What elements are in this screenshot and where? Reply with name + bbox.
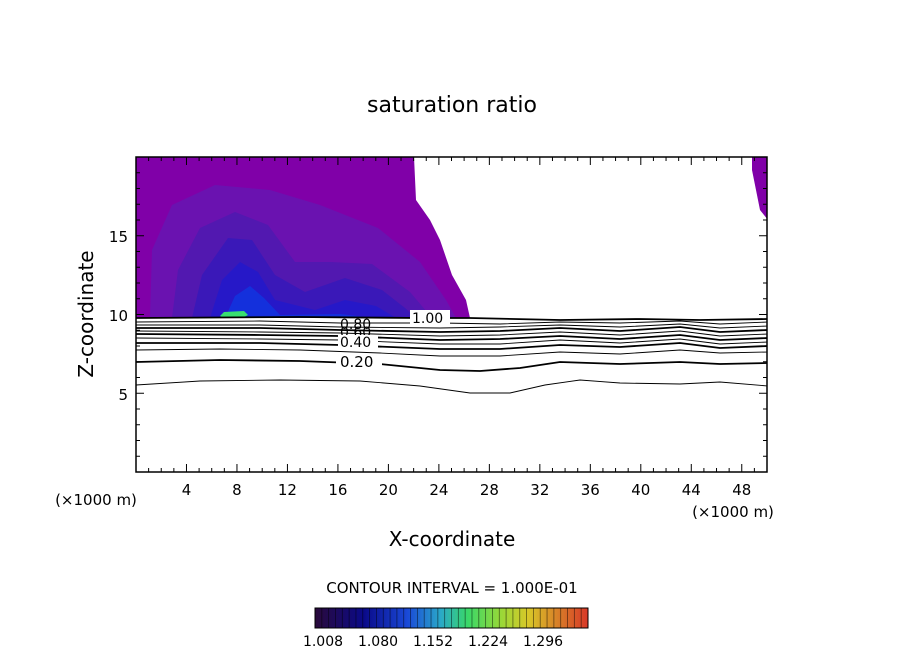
chart-title: saturation ratio — [367, 93, 537, 118]
x-tick-label: 24 — [429, 481, 448, 499]
contour-label-bg — [338, 335, 378, 348]
x-tick-label: 20 — [379, 481, 398, 499]
x-tick-label: 28 — [480, 481, 499, 499]
contour-label: 1.00 — [412, 311, 443, 327]
y-tick-label: 10 — [109, 307, 128, 325]
colorbar-tick-label: 1.080 — [358, 634, 398, 650]
x-tick-label: 4 — [182, 481, 192, 499]
contour-line-0-90 — [136, 323, 767, 329]
contour-labels: 1.00 0.80 0.60 0.40 0.20 — [336, 310, 450, 371]
contour-line-0-50 — [136, 337, 767, 345]
contour-label-bg — [336, 354, 382, 369]
colorbar-tick-label: 1.152 — [413, 634, 453, 650]
contour-lines — [136, 316, 767, 394]
contour-label: 0.80 — [340, 317, 371, 333]
colorbar-tick-label: 1.224 — [468, 634, 508, 650]
colorbar-ticks — [321, 608, 582, 628]
contour-line-0-30 — [136, 348, 767, 357]
supersaturation-fill — [136, 157, 767, 318]
contour-label: 0.40 — [340, 335, 371, 351]
x-tick-labels: 4 8 12 16 20 24 28 32 36 40 44 48 — [182, 481, 752, 499]
contour-line-0-70 — [136, 330, 767, 337]
y-tick-label: 15 — [109, 228, 128, 246]
colorbar-tick-label: 1.008 — [303, 634, 343, 650]
y-axis-label: Z-coordinate — [74, 250, 98, 377]
contour-line-0-20 — [136, 359, 767, 372]
z-unit-label: (×1000 m) — [55, 491, 137, 509]
contour-interval-text: CONTOUR INTERVAL = 1.000E-01 — [326, 579, 577, 597]
colorbar-labels: 1.008 1.080 1.152 1.224 1.296 — [303, 634, 563, 650]
contour-label: 0.20 — [340, 353, 373, 371]
x-tick-label: 8 — [232, 481, 242, 499]
contour-line-0-80 — [136, 326, 767, 333]
contour-line-0-10 — [136, 379, 767, 394]
x-tick-label: 12 — [278, 481, 297, 499]
contour-line-0-40 — [136, 342, 767, 350]
fill-level-6 — [225, 286, 375, 318]
contour-line-0-60 — [136, 333, 767, 341]
colorbar-tick-label: 1.296 — [523, 634, 563, 650]
colorbar: 1.008 1.080 1.152 1.224 1.296 — [303, 607, 589, 650]
contour-line-0-95 — [136, 320, 767, 325]
x-tick-label: 32 — [530, 481, 549, 499]
x-tick-label: 36 — [581, 481, 600, 499]
x-tick-label: 44 — [682, 481, 701, 499]
x-tick-label: 48 — [732, 481, 751, 499]
y-tick-label: 5 — [118, 386, 128, 404]
x-tick-label: 16 — [328, 481, 347, 499]
contour-line-1-00 — [136, 316, 767, 321]
x-unit-label: (×1000 m) — [692, 503, 774, 521]
contour-label-bg — [410, 310, 450, 324]
x-tick-label: 40 — [631, 481, 650, 499]
x-axis-label: X-coordinate — [389, 527, 516, 551]
axis-ticks — [136, 157, 767, 472]
fill-level-7 — [220, 311, 248, 317]
